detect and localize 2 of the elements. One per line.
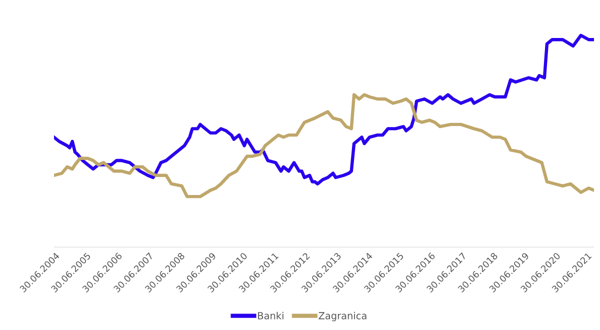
legend-label: Zagranica <box>318 312 366 322</box>
legend-label: Banki <box>258 312 284 320</box>
